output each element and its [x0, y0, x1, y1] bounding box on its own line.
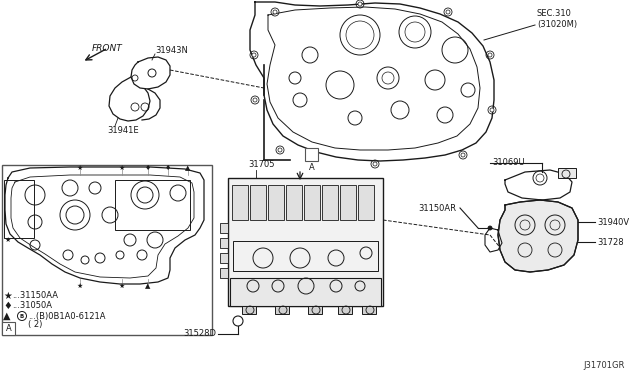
Text: ...31150AA: ...31150AA [12, 292, 58, 301]
Text: ♦: ♦ [145, 165, 151, 171]
Bar [242, 306, 256, 314]
Bar [340, 185, 356, 220]
Bar [220, 223, 228, 233]
Circle shape [373, 162, 377, 166]
Bar [304, 185, 320, 220]
Bar [358, 185, 374, 220]
Text: ...(B)0B1A0-6121A: ...(B)0B1A0-6121A [28, 311, 106, 321]
Circle shape [273, 10, 277, 14]
Text: 31069U: 31069U [492, 158, 525, 167]
Circle shape [446, 10, 450, 14]
Text: ▲: ▲ [186, 165, 191, 171]
Bar [275, 306, 289, 314]
Text: ...31050A: ...31050A [12, 301, 52, 311]
Text: ★: ★ [119, 283, 125, 289]
Circle shape [488, 226, 492, 230]
Text: ★: ★ [5, 237, 12, 243]
Text: ★: ★ [3, 291, 12, 301]
Bar [268, 185, 284, 220]
Text: ♦: ♦ [3, 301, 12, 311]
Text: 31940V: 31940V [597, 218, 629, 227]
Circle shape [278, 148, 282, 152]
Circle shape [253, 98, 257, 102]
Bar [308, 306, 322, 314]
Bar [220, 238, 228, 248]
Bar [2, 165, 212, 335]
Text: J31701GR: J31701GR [584, 360, 625, 369]
Bar [286, 185, 302, 220]
Text: 31728: 31728 [597, 237, 623, 247]
Bar [115, 180, 190, 230]
Text: ♦: ♦ [165, 165, 171, 171]
Text: B: B [20, 314, 24, 318]
Bar [228, 178, 383, 306]
Text: 31528D: 31528D [183, 330, 216, 339]
Circle shape [490, 108, 494, 112]
Text: SEC.310
(31020M): SEC.310 (31020M) [537, 9, 577, 29]
Bar [230, 278, 381, 306]
Text: 31150AR: 31150AR [418, 203, 456, 212]
Text: ▲: ▲ [3, 311, 10, 321]
Circle shape [488, 53, 492, 57]
Text: A: A [308, 163, 314, 171]
Text: 31941E: 31941E [107, 125, 139, 135]
Bar [338, 306, 352, 314]
Circle shape [461, 153, 465, 157]
Bar [558, 168, 576, 178]
Text: ▲: ▲ [145, 283, 150, 289]
Bar [305, 148, 318, 161]
Bar [322, 185, 338, 220]
Bar [220, 253, 228, 263]
Bar [2, 322, 15, 335]
Text: ★: ★ [119, 165, 125, 171]
Text: 31943N: 31943N [155, 45, 188, 55]
Text: ★: ★ [77, 283, 83, 289]
Text: FRONT: FRONT [92, 44, 123, 52]
Bar [232, 185, 248, 220]
Bar [250, 185, 266, 220]
Text: ★: ★ [77, 165, 83, 171]
Circle shape [358, 2, 362, 6]
Circle shape [252, 53, 256, 57]
Polygon shape [498, 200, 578, 272]
Text: 31705: 31705 [248, 160, 275, 169]
Bar [362, 306, 376, 314]
Text: ( 2): ( 2) [28, 321, 42, 330]
Bar [233, 241, 378, 271]
Bar [4, 180, 34, 238]
Text: A: A [6, 324, 12, 333]
Bar [220, 268, 228, 278]
